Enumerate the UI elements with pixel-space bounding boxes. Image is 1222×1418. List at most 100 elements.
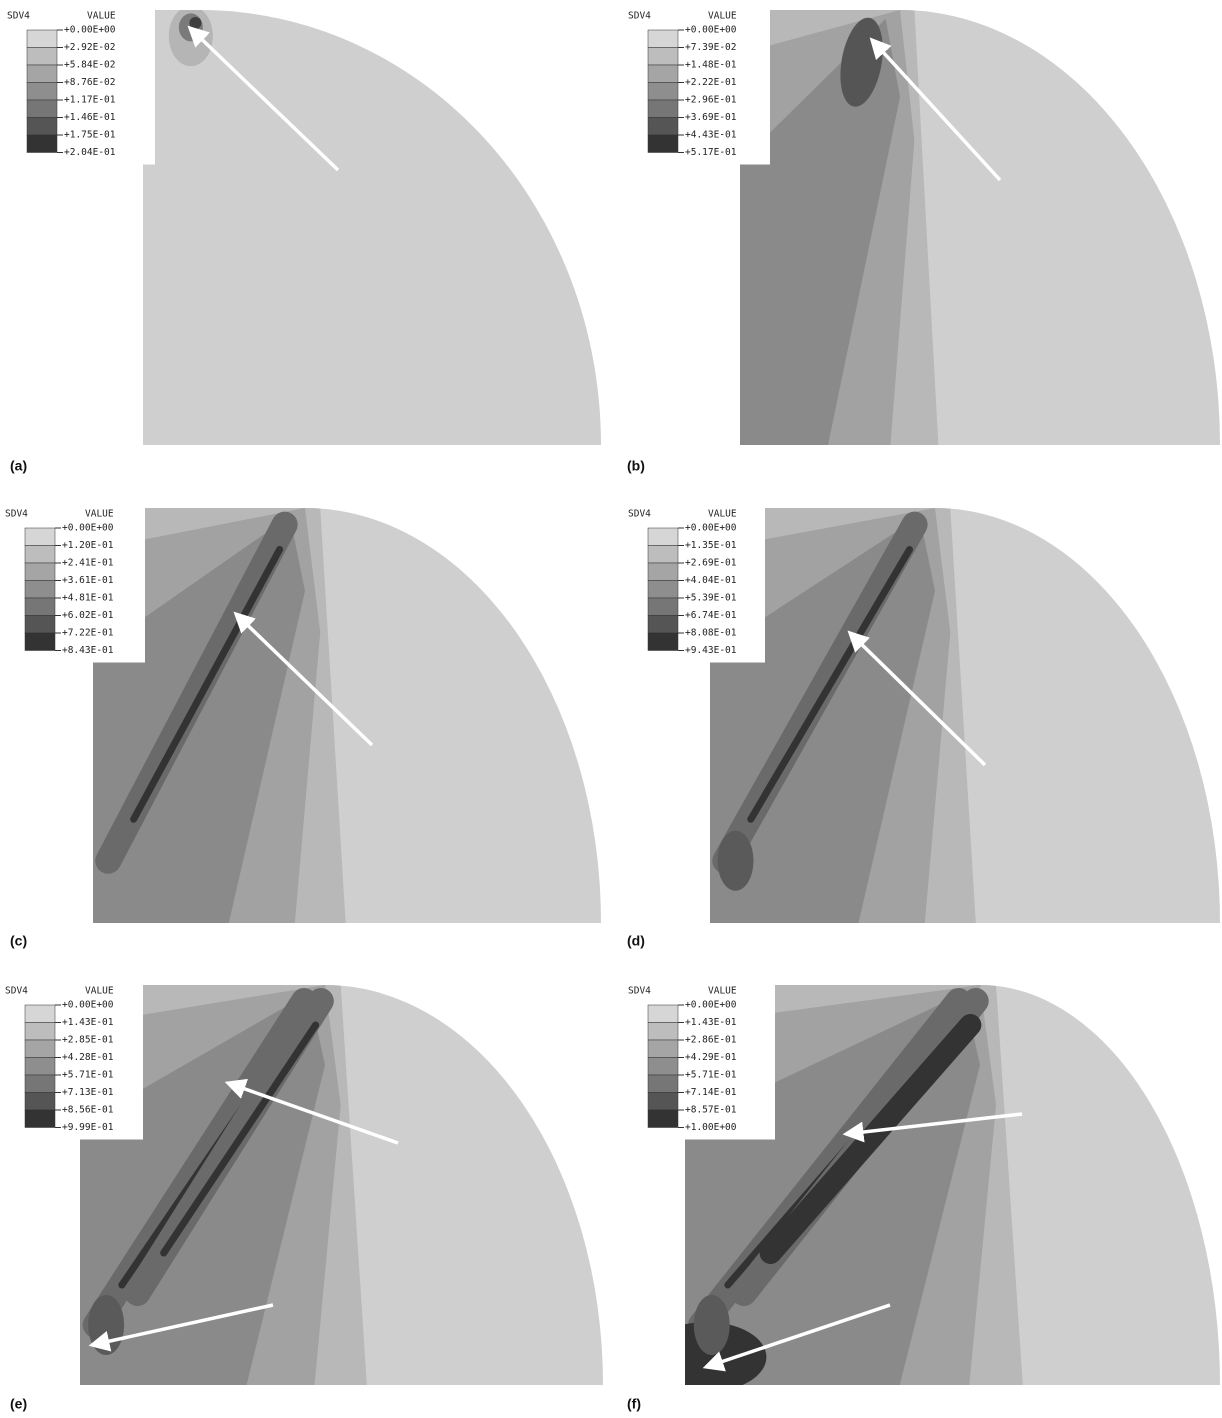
arrow — [702, 1303, 891, 1372]
legend-value: +9.43E-01 — [685, 645, 737, 656]
panel-label: (c) — [10, 933, 27, 949]
legend-swatch — [24, 545, 56, 564]
legend-swatch — [647, 1074, 679, 1093]
legend-value: +5.17E-01 — [685, 147, 737, 158]
legend-value: +5.71E-01 — [62, 1070, 114, 1081]
contours — [710, 508, 976, 923]
legend-swatch — [647, 632, 679, 651]
legend-value: +7.22E-01 — [62, 628, 114, 639]
legend-value: +9.99E-01 — [62, 1122, 114, 1133]
legend-swatch — [24, 580, 56, 599]
legend: SDV4 VALUE +0.00E+00 +1.43E-01 +2.85E-01 +4.2… — [0, 979, 143, 1140]
contours — [740, 10, 939, 445]
legend-swatch — [24, 1039, 56, 1058]
legend-swatch — [26, 82, 58, 101]
legend-swatch — [647, 1092, 679, 1111]
legend-swatch — [24, 1057, 56, 1076]
legend-swatch — [647, 82, 679, 101]
contour — [747, 546, 913, 823]
legend-value: +3.69E-01 — [685, 112, 737, 123]
legend-swatch — [26, 117, 58, 136]
legend-variable: SDV4 — [5, 986, 28, 997]
legend-swatch — [647, 134, 679, 153]
arrow — [187, 25, 340, 172]
panel: SDV4 VALUE +0.00E+00 +1.20E-01 +2.41E-01 +3.6… — [0, 502, 601, 949]
legend-value: +0.00E+00 — [64, 25, 116, 36]
legend-value: +5.71E-01 — [685, 1070, 737, 1081]
legend-value: +0.00E+00 — [685, 1000, 737, 1011]
legend-value: +7.13E-01 — [62, 1087, 114, 1098]
legend-value: +1.35E-01 — [685, 540, 737, 551]
legend: SDV4 VALUE +0.00E+00 +7.39E-02 +1.48E-01 +2.2… — [623, 4, 770, 165]
legend-variable: SDV4 — [7, 11, 30, 22]
legend-swatch — [24, 1004, 56, 1023]
legend-value: +2.69E-01 — [685, 558, 737, 569]
legend-box — [623, 4, 770, 165]
legend-swatch — [647, 99, 679, 118]
legend-value: +8.56E-01 — [62, 1105, 114, 1116]
legend-swatch — [24, 597, 56, 616]
legend-header: VALUE — [87, 11, 116, 22]
panel-label: (b) — [627, 458, 645, 474]
legend-swatch — [26, 64, 58, 83]
legend-value: +0.00E+00 — [62, 1000, 114, 1011]
legend-value: +4.29E-01 — [685, 1052, 737, 1063]
legend-swatch — [647, 597, 679, 616]
legend-value: +3.61E-01 — [62, 575, 114, 586]
panel: SDV4 VALUE +0.00E+00 +1.35E-01 +2.69E-01 +4.0… — [623, 502, 1220, 949]
legend-swatch — [647, 1057, 679, 1076]
legend: SDV4 VALUE +0.00E+00 +1.20E-01 +2.41E-01 +3.6… — [0, 502, 145, 663]
legend-value: +2.92E-02 — [64, 42, 115, 53]
panel-label: (e) — [10, 1396, 27, 1412]
legend-value: +7.39E-02 — [685, 42, 736, 53]
legend-swatch — [24, 632, 56, 651]
legend-variable: SDV4 — [5, 509, 28, 520]
legend-variable: SDV4 — [628, 509, 651, 520]
panel-label: (f) — [627, 1396, 641, 1412]
legend-value: +0.00E+00 — [62, 523, 114, 534]
legend-swatch — [647, 545, 679, 564]
arrow — [88, 1303, 274, 1352]
legend-value: +1.43E-01 — [62, 1017, 114, 1028]
legend-box — [0, 502, 145, 663]
legend-swatch — [647, 64, 679, 83]
legend-swatch — [647, 47, 679, 66]
legend-value: +1.00E+00 — [685, 1122, 737, 1133]
legend-swatch — [24, 1092, 56, 1111]
arrow — [842, 1112, 1023, 1143]
panel: SDV4 VALUE +0.00E+00 +7.39E-02 +1.48E-01 +2.2… — [623, 4, 1220, 474]
legend-swatch — [647, 117, 679, 136]
contours — [80, 985, 367, 1385]
legend-value: +2.96E-01 — [685, 95, 737, 106]
legend-swatch — [26, 99, 58, 118]
contour — [717, 830, 754, 891]
legend-header: VALUE — [708, 11, 737, 22]
legend-swatch — [647, 562, 679, 581]
legend-swatch — [24, 1109, 56, 1128]
legend-swatch — [24, 527, 56, 546]
legend-box — [623, 502, 765, 663]
legend-variable: SDV4 — [628, 986, 651, 997]
legend-value: +1.48E-01 — [685, 60, 737, 71]
legend-value: +8.08E-01 — [685, 628, 737, 639]
legend-header: VALUE — [708, 509, 737, 520]
legend-swatch — [26, 134, 58, 153]
legend: SDV4 VALUE +0.00E+00 +1.43E-01 +2.86E-01 +4.2… — [623, 979, 775, 1140]
legend: SDV4 VALUE +0.00E+00 +2.92E-02 +5.84E-02 +8.7… — [2, 4, 155, 165]
legend-value: +8.57E-01 — [685, 1105, 737, 1116]
legend-value: +5.39E-01 — [685, 593, 737, 604]
legend-swatch — [24, 1074, 56, 1093]
panel: SDV4 VALUE +0.00E+00 +2.92E-02 +5.84E-02 +8.7… — [2, 4, 601, 474]
legend-header: VALUE — [85, 986, 114, 997]
legend-swatch — [647, 29, 679, 48]
legend-value: +1.17E-01 — [64, 95, 116, 106]
legend-value: +8.43E-01 — [62, 645, 114, 656]
contour — [693, 1295, 730, 1355]
legend-value: +6.02E-01 — [62, 610, 114, 621]
contour — [740, 18, 900, 445]
arrow — [869, 37, 1002, 182]
legend-box — [0, 979, 143, 1140]
legend-value: +2.86E-01 — [685, 1035, 737, 1046]
legend-swatch — [26, 29, 58, 48]
